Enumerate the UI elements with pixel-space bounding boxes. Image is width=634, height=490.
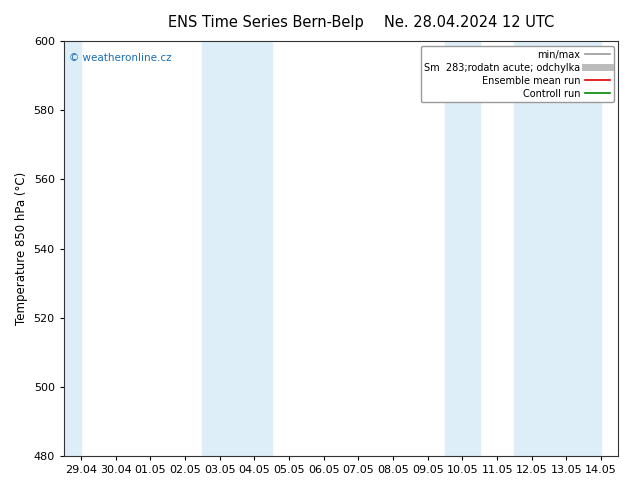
Text: © weatheronline.cz: © weatheronline.cz [69,53,172,64]
Bar [445,41,480,456]
Bar [202,41,272,456]
Text: ENS Time Series Bern-Belp: ENS Time Series Bern-Belp [169,15,364,30]
Bar [64,41,81,456]
Text: Ne. 28.04.2024 12 UTC: Ne. 28.04.2024 12 UTC [384,15,554,30]
Bar [514,41,601,456]
Legend: min/max, Sm  283;rodatn acute; odchylka, Ensemble mean run, Controll run: min/max, Sm 283;rodatn acute; odchylka, … [420,46,614,102]
Y-axis label: Temperature 850 hPa (°C): Temperature 850 hPa (°C) [15,172,28,325]
